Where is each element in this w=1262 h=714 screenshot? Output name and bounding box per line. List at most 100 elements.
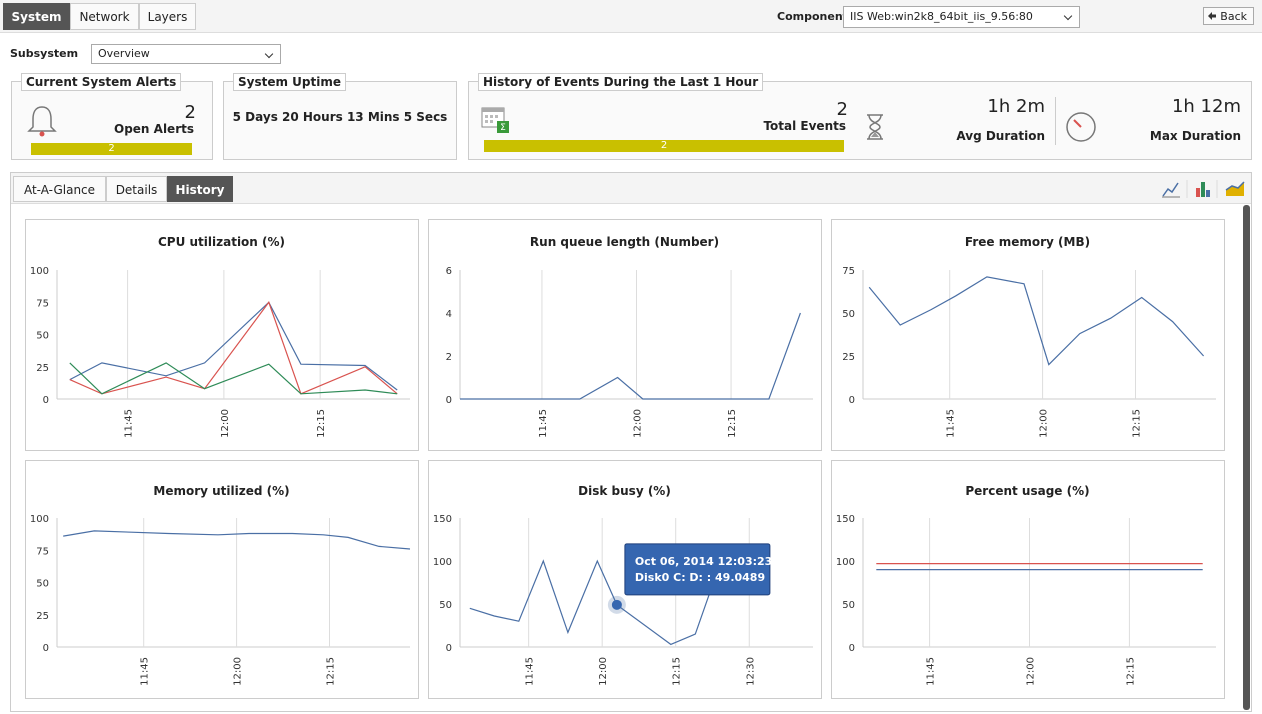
x-tick-label: 12:00: [1039, 409, 1050, 438]
y-tick-label: 6: [446, 266, 452, 277]
series-line: [69, 301, 398, 391]
y-tick-label: 4: [446, 309, 452, 320]
y-tick-label: 50: [36, 331, 49, 342]
chart-panel: [25, 219, 419, 451]
y-tick-label: 150: [433, 514, 452, 525]
y-tick-label: 75: [36, 298, 49, 309]
chart-title: Run queue length (Number): [530, 235, 719, 249]
x-tick-label: 11:45: [140, 657, 151, 686]
back-label: Back: [1220, 10, 1247, 23]
calendar-icon: Σ: [481, 107, 509, 133]
x-tick-label: 12:15: [727, 409, 738, 438]
x-tick-label: 12:15: [1125, 657, 1136, 686]
hourglass-icon: [867, 114, 883, 140]
y-tick-label: 25: [36, 611, 49, 622]
component-select[interactable]: IIS Web:win2k8_64bit_iis_9.56:80: [843, 6, 1080, 28]
tab[interactable]: System: [3, 3, 70, 30]
y-tick-label: 25: [36, 363, 49, 374]
y-tick-label: 50: [36, 579, 49, 590]
avg-duration-label: Avg Duration: [956, 129, 1045, 143]
y-tick-label: 0: [446, 643, 452, 654]
y-tick-label: 50: [842, 309, 855, 320]
uptime-value: 5 Days 20 Hours 13 Mins 5 Secs: [232, 110, 448, 124]
y-tick-label: 50: [439, 600, 452, 611]
divider: [1055, 97, 1056, 145]
y-tick-label: 150: [836, 514, 855, 525]
x-tick-label: 11:45: [946, 409, 957, 438]
subsystem-select[interactable]: Overview: [91, 44, 281, 64]
alert-bar: 2: [31, 143, 192, 155]
tab[interactable]: Network: [70, 3, 139, 30]
max-duration-label: Max Duration: [1149, 129, 1241, 143]
x-tick-label: 12:15: [672, 657, 683, 686]
tooltip-text: Disk0 C: D: : 49.0489: [635, 571, 765, 584]
y-tick-label: 100: [30, 266, 49, 277]
select-value: IIS Web:win2k8_64bit_iis_9.56:80: [850, 10, 1033, 23]
chart-title: Free memory (MB): [965, 235, 1090, 249]
bell-icon: [27, 106, 57, 137]
back-button[interactable]: Back: [1203, 7, 1254, 25]
series-line: [69, 362, 398, 395]
scrollbar[interactable]: [1243, 205, 1250, 710]
chart-panel: [25, 460, 419, 699]
y-tick-label: 100: [30, 514, 49, 525]
series-line: [469, 559, 716, 646]
highlight-point: [611, 599, 622, 610]
component-label: Component: [777, 10, 848, 23]
y-tick-label: 0: [849, 643, 855, 654]
x-tick-label: 12:00: [220, 409, 231, 438]
y-tick-label: 0: [43, 643, 49, 654]
tab[interactable]: Layers: [139, 3, 196, 30]
x-tick-label: 12:30: [745, 657, 756, 686]
y-tick-label: 25: [842, 352, 855, 363]
chart-title: CPU utilization (%): [158, 235, 285, 249]
y-tick-label: 0: [446, 395, 452, 406]
x-tick-label: 11:45: [525, 657, 536, 686]
chart-panel: [428, 219, 822, 451]
uptime-panel: [223, 81, 457, 160]
back-icon: [1208, 12, 1216, 20]
svg-text:Σ: Σ: [500, 123, 506, 133]
x-tick-label: 12:15: [316, 409, 327, 438]
y-tick-label: 0: [43, 395, 49, 406]
alert-label: Open Alerts: [114, 122, 194, 136]
series-line: [868, 276, 1205, 366]
chart-panel: [831, 460, 1225, 699]
series-line: [460, 312, 801, 400]
max-duration: 1h 12m: [1171, 96, 1241, 117]
series-line: [69, 301, 398, 395]
x-tick-label: 11:45: [124, 409, 135, 438]
subsystem-label: Subsystem: [10, 47, 79, 60]
events-total-label: Total Events: [763, 119, 846, 133]
gauge-icon: [1066, 112, 1096, 142]
events-total: 2: [836, 99, 848, 120]
view-tab[interactable]: Details: [106, 176, 167, 202]
y-tick-label: 2: [446, 352, 452, 363]
x-tick-label: 12:00: [633, 409, 644, 438]
chart-title: Disk busy (%): [578, 484, 671, 498]
series-line: [63, 530, 411, 550]
view-tab[interactable]: At-A-Glance: [13, 176, 106, 202]
tooltip-box: [624, 543, 771, 596]
x-tick-label: 12:15: [1131, 409, 1142, 438]
tooltip-date: Oct 06, 2014 12:03:23: [635, 555, 772, 568]
chart-title: Percent usage (%): [965, 484, 1089, 498]
x-tick-label: 12:00: [1026, 657, 1037, 686]
view-tab[interactable]: History: [167, 176, 233, 202]
chart-title: Memory utilized (%): [153, 484, 289, 498]
panel-title: System Uptime: [233, 73, 346, 91]
y-tick-label: 100: [836, 557, 855, 568]
events-bar: 2: [484, 140, 844, 152]
panel-title: History of Events During the Last 1 Hour: [478, 73, 764, 91]
x-tick-label: 11:45: [926, 657, 937, 686]
avg-duration: 1h 2m: [987, 96, 1045, 117]
panel-title: Current System Alerts: [21, 73, 182, 91]
x-tick-label: 12:00: [598, 657, 609, 686]
chart-type-icons[interactable]: [1160, 178, 1248, 200]
y-tick-label: 100: [433, 557, 452, 568]
x-tick-label: 12:15: [325, 657, 336, 686]
x-tick-label: 11:45: [538, 409, 549, 438]
y-tick-label: 75: [36, 546, 49, 557]
